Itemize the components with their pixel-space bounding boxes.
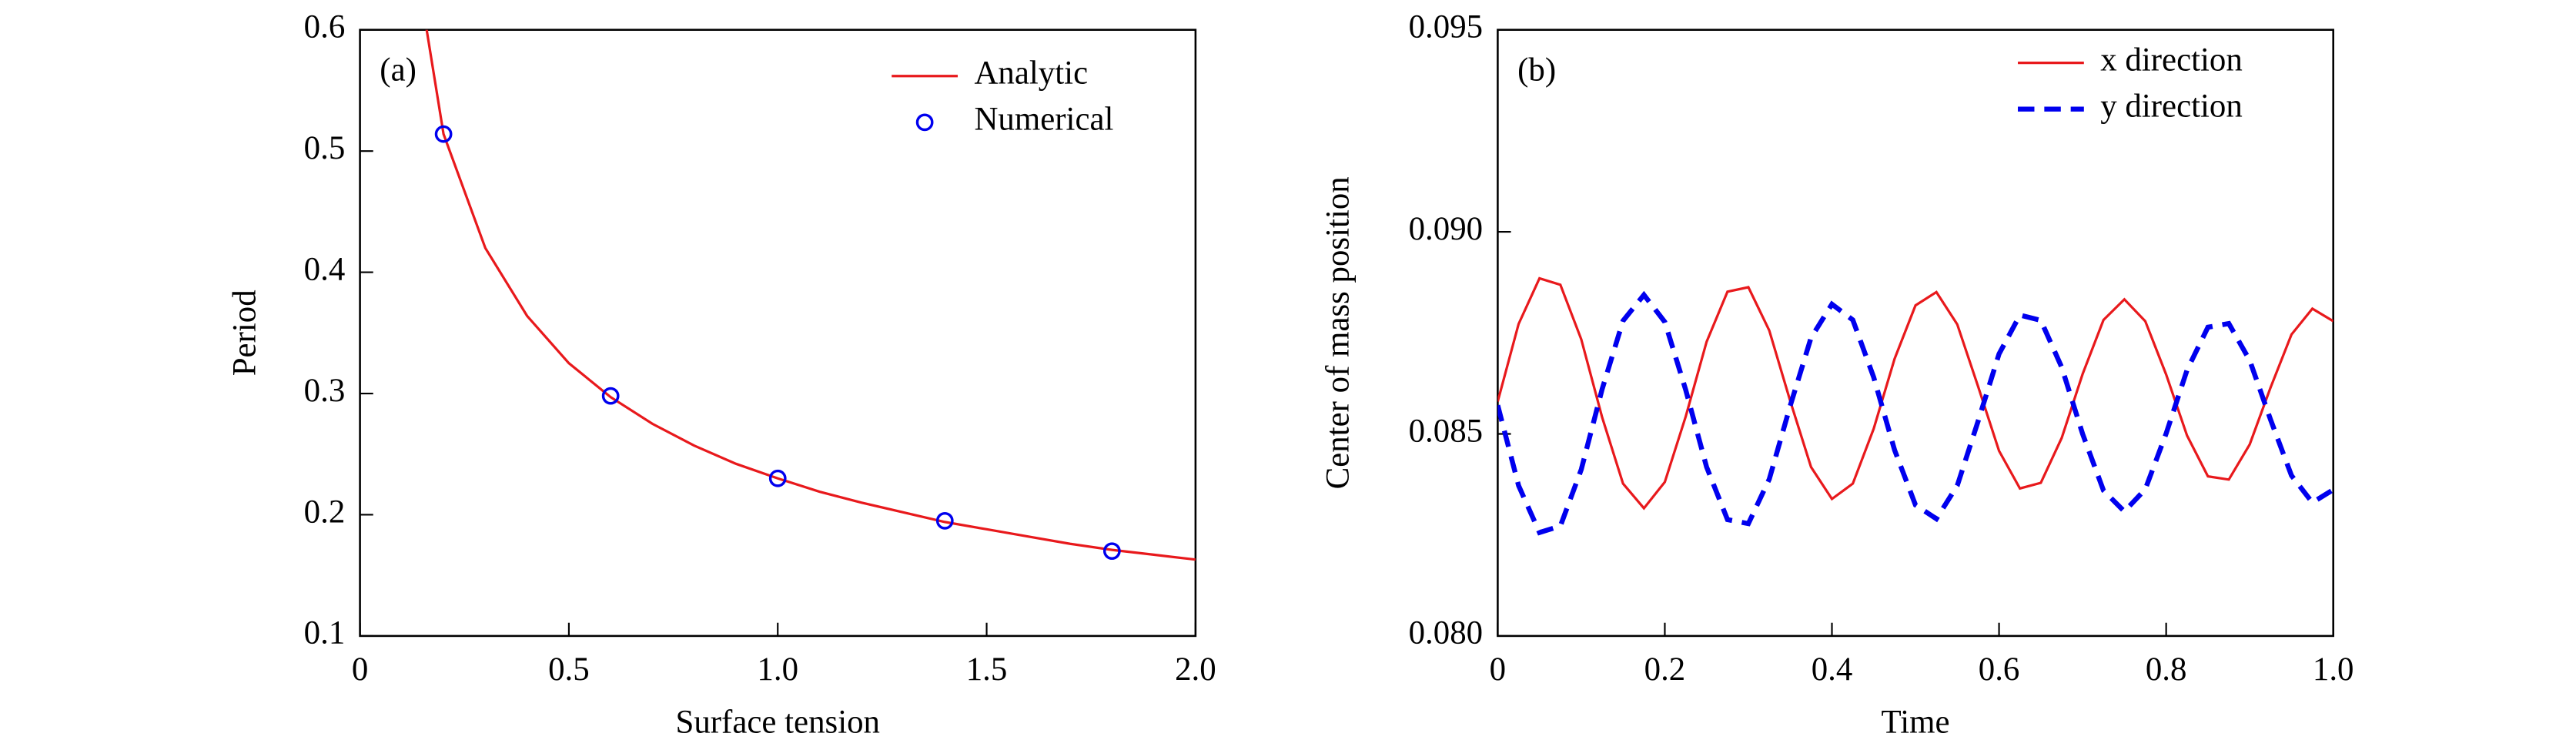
- legend-label: x direction: [2100, 42, 2243, 78]
- y-axis-label: Center of mass position: [1320, 176, 1356, 489]
- legend-marker: [915, 113, 934, 132]
- x-tick-label: 2.0: [1175, 651, 1216, 688]
- panel-label: (a): [380, 52, 417, 88]
- y-tick-label: 0.4: [304, 251, 346, 287]
- y-tick-label: 0.3: [304, 373, 346, 409]
- y-tick-label: 0.5: [304, 130, 346, 166]
- plot-area: [425, 29, 1196, 561]
- y-tick-label: 0.080: [1409, 615, 1483, 651]
- x-tick-label: 1.5: [966, 651, 1008, 688]
- panel-label: (b): [1517, 52, 1556, 88]
- y-tick-label: 0.085: [1409, 413, 1483, 449]
- x-tick-label: 0.5: [548, 651, 590, 688]
- y-axis-label: Period: [227, 290, 263, 376]
- legend-label: Analytic: [974, 55, 1088, 92]
- x-tick-label: 0.4: [1812, 651, 1853, 688]
- x-tick-label: 0.6: [1979, 651, 2020, 688]
- x-axis-label: Surface tension: [675, 705, 879, 741]
- plot-area: [1497, 276, 2333, 536]
- data-line: [425, 29, 1196, 561]
- x-tick-label: 1.0: [757, 651, 798, 688]
- x-tick-label: 0: [1490, 651, 1506, 688]
- x-tick-label: 0.8: [2146, 651, 2187, 688]
- x-tick-label: 0.2: [1644, 651, 1686, 688]
- y-tick-label: 0.2: [304, 494, 346, 530]
- data-line: [1497, 276, 2333, 511]
- y-tick-label: 0.6: [304, 9, 346, 45]
- y-tick-label: 0.090: [1409, 211, 1483, 247]
- y-tick-label: 0.095: [1409, 9, 1483, 45]
- data-point: [601, 387, 620, 405]
- x-tick-label: 1.0: [2313, 651, 2354, 688]
- x-tick-label: 0: [352, 651, 368, 688]
- data-point: [434, 125, 453, 143]
- data-point: [935, 511, 954, 530]
- data-point: [768, 469, 787, 487]
- plot-frame: [1497, 28, 2334, 638]
- legend-label: y direction: [2100, 89, 2243, 125]
- legend-label: Numerical: [974, 102, 1113, 138]
- y-tick-label: 0.1: [304, 615, 346, 651]
- data-point: [1102, 542, 1121, 561]
- data-line: [1497, 290, 2333, 536]
- x-axis-label: Time: [1882, 705, 1950, 741]
